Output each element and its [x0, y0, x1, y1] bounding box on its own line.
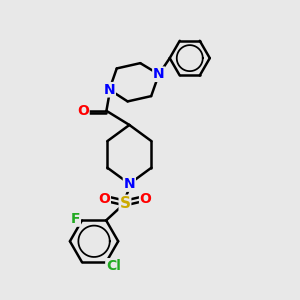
- Text: N: N: [103, 82, 115, 97]
- Text: Cl: Cl: [106, 259, 121, 273]
- Text: Cl: Cl: [106, 259, 121, 273]
- Text: N: N: [153, 67, 165, 81]
- Text: O: O: [140, 193, 152, 206]
- Text: O: O: [98, 193, 110, 206]
- Text: O: O: [77, 104, 89, 118]
- Text: F: F: [71, 212, 80, 226]
- Text: O: O: [140, 193, 152, 206]
- Text: N: N: [153, 67, 165, 81]
- Text: N: N: [124, 177, 135, 191]
- Text: O: O: [77, 104, 89, 118]
- Text: S: S: [119, 196, 130, 211]
- Text: N: N: [124, 177, 135, 191]
- Text: N: N: [124, 177, 135, 191]
- Text: S: S: [119, 196, 130, 211]
- Text: N: N: [103, 82, 115, 97]
- Text: O: O: [98, 193, 110, 206]
- Text: F: F: [71, 212, 80, 226]
